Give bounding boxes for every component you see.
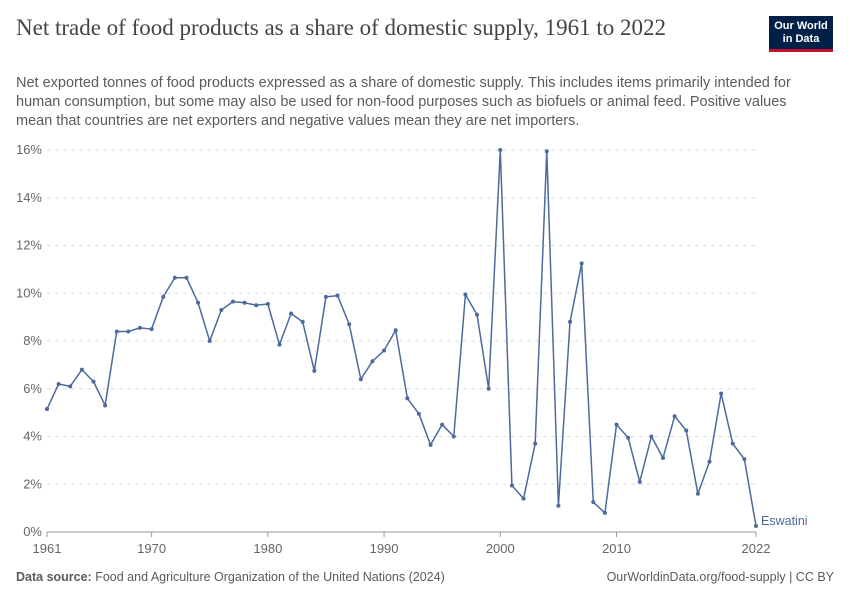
data-source-text: Food and Agriculture Organization of the…: [95, 570, 445, 584]
data-point[interactable]: [161, 294, 166, 299]
data-point[interactable]: [661, 455, 666, 460]
data-point[interactable]: [614, 422, 619, 427]
data-point[interactable]: [405, 396, 410, 401]
data-point[interactable]: [742, 457, 747, 462]
data-point[interactable]: [498, 148, 503, 152]
data-point[interactable]: [45, 407, 49, 412]
logo-line-2: in Data: [782, 33, 820, 45]
data-point[interactable]: [463, 292, 468, 297]
x-tick-label: 1990: [370, 541, 399, 556]
y-tick-label: 16%: [16, 142, 42, 157]
data-point[interactable]: [556, 503, 561, 508]
data-point[interactable]: [509, 483, 514, 488]
y-tick-label: 0%: [23, 524, 42, 539]
data-point[interactable]: [358, 377, 363, 382]
x-tick-label: 2022: [742, 541, 771, 556]
y-tick-label: 14%: [16, 190, 42, 205]
data-point[interactable]: [242, 300, 247, 305]
data-point[interactable]: [300, 319, 305, 324]
data-point[interactable]: [382, 348, 387, 353]
data-point[interactable]: [695, 491, 700, 496]
x-tick-label: 1961: [33, 541, 62, 556]
data-point[interactable]: [265, 301, 270, 306]
chart-title: Net trade of food products as a share of…: [16, 15, 667, 40]
data-point[interactable]: [79, 367, 84, 372]
data-point[interactable]: [754, 524, 758, 529]
data-point[interactable]: [68, 384, 73, 389]
x-tick-label: 1970: [137, 541, 166, 556]
data-point[interactable]: [416, 411, 421, 416]
y-tick-label: 10%: [16, 285, 42, 300]
data-point[interactable]: [207, 339, 212, 343]
y-tick-label: 4%: [23, 429, 42, 444]
data-point[interactable]: [289, 311, 294, 316]
line-chart[interactable]: 0% 2% 4% 6% 8% 10% 12% 14% 16% 1961 1970 1980 1990 20…: [0, 138, 850, 558]
data-point[interactable]: [475, 312, 480, 317]
series-layer: [45, 148, 758, 529]
owid-logo[interactable]: Our World in Data: [769, 16, 833, 52]
data-point[interactable]: [533, 441, 538, 446]
gridlines: [47, 149, 756, 485]
series-line-eswatini[interactable]: [46, 149, 757, 527]
data-point[interactable]: [277, 342, 282, 347]
data-source: Data source: Food and Agriculture Organi…: [16, 570, 445, 584]
data-point[interactable]: [684, 428, 689, 433]
data-point[interactable]: [393, 328, 398, 333]
y-tick-label: 8%: [23, 333, 42, 348]
data-point[interactable]: [451, 434, 456, 439]
y-tick-label: 12%: [16, 238, 42, 253]
data-point[interactable]: [568, 319, 573, 324]
data-point[interactable]: [335, 293, 340, 298]
data-point[interactable]: [126, 329, 131, 334]
data-point[interactable]: [544, 149, 549, 154]
data-point[interactable]: [649, 434, 654, 439]
data-point[interactable]: [312, 368, 317, 373]
data-point[interactable]: [219, 307, 224, 312]
data-point[interactable]: [323, 294, 328, 299]
y-tick-label: 6%: [23, 381, 42, 396]
data-point[interactable]: [579, 261, 584, 266]
data-point[interactable]: [230, 299, 235, 304]
data-point[interactable]: [149, 327, 154, 332]
credit-link[interactable]: OurWorldinData.org/food-supply | CC BY: [606, 570, 834, 584]
data-point[interactable]: [521, 496, 526, 501]
data-point[interactable]: [719, 391, 724, 396]
chart-subtitle: Net exported tonnes of food products exp…: [16, 75, 791, 129]
data-point[interactable]: [172, 275, 177, 280]
axes: [46, 531, 757, 537]
data-point[interactable]: [707, 459, 712, 464]
x-tick-label: 1980: [253, 541, 282, 556]
data-point[interactable]: [137, 325, 142, 330]
data-point[interactable]: [626, 435, 631, 440]
data-point[interactable]: [370, 359, 375, 364]
x-tick-label: 2000: [486, 541, 515, 556]
y-tick-label: 2%: [23, 476, 42, 491]
data-point[interactable]: [184, 275, 189, 280]
labels: 0% 2% 4% 6% 8% 10% 12% 14% 16% 1961 1970 1980 1990 20…: [16, 142, 808, 556]
logo-line-1: Our World: [774, 20, 828, 32]
data-point[interactable]: [347, 322, 352, 327]
data-point[interactable]: [428, 442, 433, 447]
data-point[interactable]: [591, 500, 596, 505]
data-point[interactable]: [254, 303, 259, 308]
data-point[interactable]: [486, 386, 491, 391]
data-point[interactable]: [114, 329, 119, 334]
data-point[interactable]: [602, 510, 607, 515]
x-tick-label: 2010: [602, 541, 631, 556]
data-point[interactable]: [672, 414, 677, 419]
series-label[interactable]: Eswatini: [761, 514, 808, 528]
data-point[interactable]: [637, 479, 642, 484]
data-point[interactable]: [91, 379, 96, 384]
data-point[interactable]: [56, 381, 61, 386]
data-point[interactable]: [440, 422, 445, 427]
data-point[interactable]: [196, 300, 201, 305]
data-point[interactable]: [103, 403, 108, 408]
data-point[interactable]: [730, 441, 735, 446]
data-source-label: Data source:: [16, 570, 92, 584]
